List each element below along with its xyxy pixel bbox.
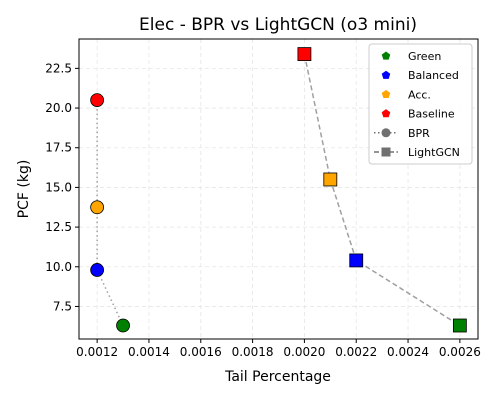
x-tick-label: 0.0014 xyxy=(128,345,170,359)
bpr-point-balanced xyxy=(90,263,105,277)
legend-label: Green xyxy=(408,50,441,63)
x-ticks: 0.0012 0.0014 0.0016 0.0018 0.0020 0.0022 0.00… xyxy=(76,339,481,359)
series-lines xyxy=(96,53,461,327)
lightgcn-point-green xyxy=(452,318,467,333)
plot-frame xyxy=(78,38,479,340)
x-tick-label: 0.0024 xyxy=(387,345,429,359)
legend-label: LightGCN xyxy=(408,146,460,159)
y-tick-label: 7.5 xyxy=(53,299,72,313)
legend-marker-baseline xyxy=(381,109,391,118)
legend-label: Acc. xyxy=(408,88,431,101)
y-tick-label: 17.5 xyxy=(45,141,72,155)
x-axis-label: Tail Percentage xyxy=(224,369,331,385)
data-markers xyxy=(90,47,467,333)
legend-marker-acc xyxy=(381,89,391,99)
bpr-point-acc xyxy=(90,200,105,215)
y-tick-label: 10.0 xyxy=(45,260,72,274)
legend-box xyxy=(368,43,473,165)
y-tick-label: 20.0 xyxy=(45,101,72,115)
legend-marker-balanced xyxy=(381,70,391,79)
x-tick-label: 0.0016 xyxy=(180,345,222,359)
legend-marker-lightgcn xyxy=(381,147,391,157)
chart-title: Elec - BPR vs LightGCN (o3 mini) xyxy=(139,15,417,35)
legend-label: BPR xyxy=(408,127,430,140)
legend-label: Baseline xyxy=(408,108,455,121)
x-tick-label: 0.0026 xyxy=(439,345,481,359)
legend-marker-bpr xyxy=(381,128,391,138)
lightgcn-point-balanced xyxy=(349,253,364,268)
y-axis-label: PCF (kg) xyxy=(16,160,32,219)
bpr-point-baseline xyxy=(90,93,105,108)
y-tick-label: 12.5 xyxy=(45,220,72,234)
x-tick-label: 0.0012 xyxy=(76,345,118,359)
y-tick-label: 15.0 xyxy=(45,180,72,194)
legend: Green Balanced Acc. Baseline BPR LightGCN xyxy=(368,43,473,165)
x-tick-label: 0.0018 xyxy=(232,345,274,359)
legend-marker-green xyxy=(381,51,391,60)
y-tick-label: 22.5 xyxy=(45,61,72,75)
x-tick-label: 0.0020 xyxy=(283,345,325,359)
x-tick-label: 0.0022 xyxy=(335,345,377,359)
grid xyxy=(79,39,478,339)
lightgcn-line xyxy=(303,53,461,327)
y-ticks: 7.5 10.0 12.5 15.0 17.5 20.0 22.5 xyxy=(45,61,79,313)
legend-label: Balanced xyxy=(408,69,459,82)
lightgcn-point-acc xyxy=(323,172,338,187)
lightgcn-point-baseline xyxy=(297,47,312,61)
bpr-point-green xyxy=(116,318,130,333)
